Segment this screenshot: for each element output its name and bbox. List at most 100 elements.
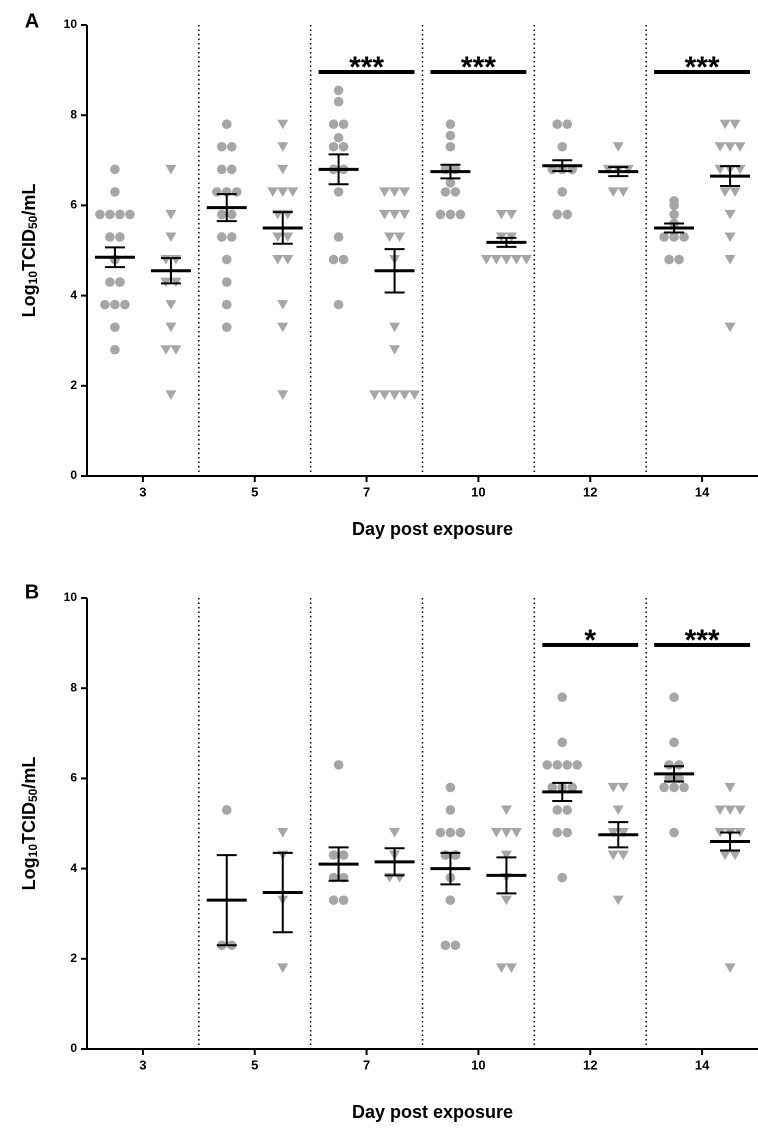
data-point: [617, 850, 629, 861]
data-point: [734, 142, 746, 152]
data-point: [399, 209, 411, 220]
data-point: [510, 255, 522, 265]
data-point: [338, 141, 349, 152]
y-tick-label: 10: [64, 590, 78, 604]
data-point: [399, 390, 411, 400]
y-axis-label: Log10TCID50/mL: [19, 757, 40, 891]
data-point: [389, 187, 401, 197]
data-point: [445, 130, 456, 141]
data-point: [165, 322, 177, 333]
x-tick-label: 5: [251, 1057, 258, 1072]
data-point: [552, 827, 563, 838]
y-tick-label: 6: [70, 771, 77, 785]
error-bar: [552, 159, 573, 173]
data-point: [557, 737, 568, 748]
x-tick-label: 14: [695, 1057, 710, 1072]
data-point: [226, 232, 237, 242]
y-tick-label: 2: [70, 951, 77, 965]
y-axis-label-part: 50: [26, 788, 40, 802]
error-bar: [384, 248, 405, 294]
y-axis-label-part: 50: [26, 215, 40, 229]
data-point: [277, 300, 289, 310]
data-point: [282, 232, 294, 242]
data-point: [659, 782, 669, 793]
data-point: [552, 209, 563, 220]
data-point: [500, 828, 512, 838]
error-bar: [216, 854, 237, 947]
data-point: [170, 277, 182, 288]
data-point: [734, 164, 746, 175]
data-point: [277, 119, 289, 130]
error-bar: [720, 165, 741, 188]
data-point: [552, 805, 563, 815]
error-bar: [272, 211, 293, 245]
x-tick-label: 12: [583, 484, 597, 499]
x-tick-label: 12: [583, 1057, 597, 1072]
data-point: [221, 322, 232, 332]
data-point: [333, 132, 344, 143]
data-point: [100, 299, 110, 310]
data-point: [562, 209, 573, 220]
data-point: [505, 209, 517, 220]
data-point: [333, 232, 344, 242]
x-tick-label: 14: [695, 484, 710, 499]
data-point: [440, 940, 451, 951]
data-point: [445, 209, 456, 220]
x-tick-label: 10: [471, 484, 485, 499]
error-bar: [328, 153, 349, 186]
data-point: [165, 232, 177, 242]
data-point: [115, 209, 125, 220]
data-point: [409, 390, 421, 400]
significance-label: ***: [685, 624, 720, 657]
data-point: [338, 254, 349, 265]
data-point: [567, 782, 578, 793]
data-point: [734, 805, 746, 815]
data-point: [282, 255, 294, 265]
data-point: [659, 232, 669, 242]
data-point: [379, 390, 391, 400]
data-point: [221, 254, 232, 265]
data-point: [369, 390, 381, 400]
data-point: [277, 322, 289, 333]
data-point: [607, 828, 619, 838]
data-point: [557, 692, 568, 703]
data-point: [562, 760, 573, 770]
data-point: [277, 164, 289, 175]
data-point: [120, 299, 130, 310]
y-tick-label: 0: [70, 468, 77, 482]
data-point: [612, 142, 624, 152]
data-point: [170, 345, 182, 355]
data-point: [607, 782, 619, 793]
error-bar: [608, 166, 629, 178]
y-axis-label-part: TCID: [19, 229, 39, 271]
data-point: [617, 828, 629, 838]
data-point: [445, 178, 456, 188]
data-point: [333, 96, 344, 107]
data-point: [607, 850, 619, 861]
error-bar: [272, 851, 293, 934]
data-point: [110, 164, 120, 175]
data-point: [500, 255, 512, 265]
data-point: [562, 805, 573, 815]
error-bar: [216, 193, 237, 223]
data-point: [105, 277, 115, 287]
error-bar: [328, 846, 349, 882]
data-point: [333, 187, 344, 197]
data-point: [216, 141, 227, 152]
data-point: [724, 322, 736, 333]
error-bar: [552, 781, 573, 802]
data-point: [105, 209, 115, 220]
y-axis-label-part: Log: [19, 857, 39, 890]
data-point: [440, 850, 451, 860]
data-point: [170, 255, 182, 265]
data-point: [221, 299, 232, 310]
data-point: [226, 141, 237, 152]
data-point: [520, 255, 532, 265]
data-point: [669, 737, 679, 748]
data-point: [389, 322, 401, 333]
data-point: [389, 828, 401, 838]
data-point: [445, 119, 456, 130]
data-point: [277, 390, 289, 400]
data-point: [328, 254, 339, 265]
data-point: [394, 232, 406, 242]
